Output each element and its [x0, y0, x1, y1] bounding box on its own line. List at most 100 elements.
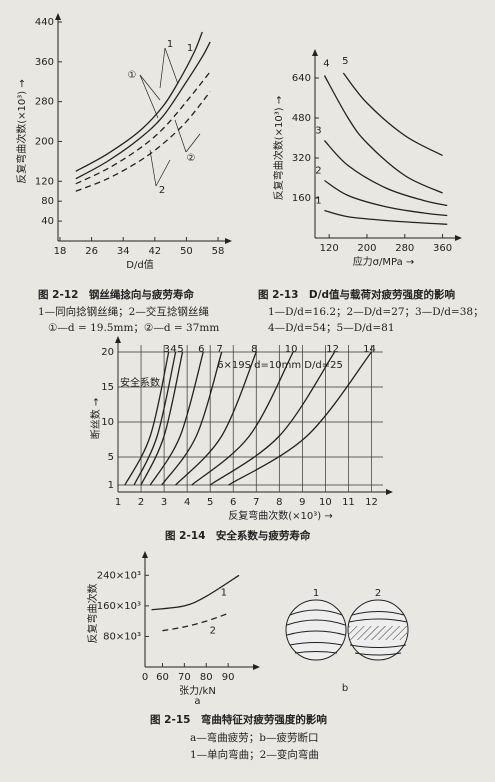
y-tick-label: 200 — [35, 136, 54, 147]
axis-arrow — [386, 489, 393, 495]
y-tick-label: 20 — [101, 347, 114, 358]
curve-label: 1 — [315, 196, 321, 207]
annotation: 安全系数 — [120, 376, 160, 389]
y-tick-label: 80×10³ — [103, 631, 141, 642]
curve — [75, 71, 211, 185]
x-tick-label: 18 — [54, 246, 67, 257]
x-tick-label: 6 — [230, 497, 236, 508]
leader-line — [174, 119, 187, 153]
y-axis-label: 反复弯曲次数(×10³) → — [272, 96, 285, 200]
y-tick-label: 320 — [292, 153, 311, 164]
curve-label: 14 — [363, 344, 376, 355]
x-tick-label: 120 — [320, 243, 339, 254]
curve-label: 5 — [342, 56, 348, 67]
x-tick-label: 8 — [276, 497, 282, 508]
curve — [140, 351, 184, 486]
curve-label: 5 — [177, 344, 183, 355]
y-tick-label: 440 — [35, 17, 54, 28]
figure-title: 图 2-14 安全系数与疲劳寿命 — [165, 530, 311, 542]
curve-label: 6 — [198, 344, 204, 355]
caption-note: a—弯曲疲劳；b—疲劳断口 — [190, 732, 319, 744]
x-tick-label: 360 — [433, 243, 452, 254]
x-tick-label: 5 — [207, 497, 213, 508]
curve — [133, 351, 177, 486]
curve-label: 3 — [315, 126, 321, 137]
x-tick-label: 80 — [200, 672, 213, 683]
x-tick-label: 90 — [222, 672, 235, 683]
leader-line — [149, 149, 157, 187]
x-tick-label: 3 — [161, 497, 167, 508]
curve-label: 2 — [210, 626, 216, 637]
fracture-label: 2 — [375, 588, 381, 599]
curve — [323, 140, 448, 207]
y-tick-label: 10 — [101, 417, 114, 428]
curve — [75, 41, 211, 180]
x-tick-label: 50 — [180, 246, 193, 257]
fracture-b — [285, 599, 409, 661]
curve-label: 10 — [285, 344, 298, 355]
caption: 图 2-14 安全系数与疲劳寿命 — [165, 528, 310, 543]
figure-title: 图 2-13 D/d值与载荷对疲劳强度的影响 — [258, 289, 455, 301]
curve-label: 8 — [251, 344, 257, 355]
y-tick-label: 15 — [101, 382, 114, 393]
axis-arrow — [115, 336, 121, 343]
y-tick-label: 360 — [35, 57, 54, 68]
x-tick-label: 60 — [156, 672, 169, 683]
curve — [162, 612, 229, 632]
x-tick-label: 12 — [365, 497, 378, 508]
fracture-label: 1 — [313, 588, 319, 599]
curve — [75, 31, 203, 172]
y-tick-label: 5 — [108, 452, 114, 463]
x-tick-label: 34 — [117, 246, 130, 257]
x-axis-label: 反复弯曲次数(×10³) → — [228, 509, 332, 522]
curve — [191, 351, 294, 486]
y-tick-label: 160×10³ — [97, 601, 141, 612]
x-tick-label: 26 — [85, 246, 98, 257]
annotation: 6×19S d=10mm D/d=25 — [217, 360, 343, 371]
curve — [324, 179, 448, 217]
curve-label: 4 — [323, 59, 329, 70]
leader-line — [139, 74, 161, 101]
caption-note: 1—单向弯曲；2—变向弯曲 — [190, 749, 319, 761]
axis-arrow — [312, 49, 318, 56]
x-tick-label: 10 — [319, 497, 332, 508]
y-tick-label: 640 — [292, 73, 311, 84]
caption-note: ①—d = 19.5mm；②—d = 37mm — [48, 322, 220, 334]
y-tick-label: 240×10³ — [97, 570, 141, 581]
y-tick-label: 120 — [35, 176, 54, 187]
caption: 图 2-13 D/d值与载荷对疲劳强度的影响 — [258, 287, 455, 302]
x-tick-label: 7 — [253, 497, 259, 508]
x-tick-label: 280 — [395, 243, 414, 254]
panel-label: b — [342, 683, 348, 694]
curve — [75, 91, 211, 192]
caption-note: 1—同向捻钢丝绳；2—交互捻钢丝绳 — [38, 306, 209, 318]
figure-title: 图 2-12 钢丝绳捻向与疲劳寿命 — [38, 289, 194, 301]
curve-label: 2 — [315, 166, 321, 177]
curve — [149, 351, 204, 486]
x-tick-label: 9 — [299, 497, 305, 508]
curve-label: 3 — [164, 344, 170, 355]
axis-arrow — [455, 235, 462, 241]
axis-arrow — [253, 664, 260, 670]
y-axis-label: 断丝数 → — [89, 398, 102, 440]
annotation: ② — [187, 153, 196, 164]
curve — [175, 351, 257, 486]
x-tick-label: 70 — [178, 672, 191, 683]
x-axis-label: 应力σ/MPa → — [353, 255, 415, 268]
x-tick-label: 200 — [357, 243, 376, 254]
panel-label: a — [194, 696, 200, 707]
curve — [323, 75, 443, 194]
curve — [151, 574, 240, 611]
curve — [324, 209, 448, 225]
axis-arrow — [55, 13, 61, 20]
caption: 图 2-15 弯曲特征对疲劳强度的影响 — [150, 712, 327, 727]
curve — [209, 351, 336, 486]
origin-label: 0 — [142, 672, 148, 683]
x-tick-label: 42 — [148, 246, 161, 257]
y-tick-label: 80 — [41, 196, 54, 207]
caption-note: 4—D/d=54；5—D/d=81 — [268, 322, 395, 334]
axis-arrow — [142, 551, 148, 558]
y-tick-label: 280 — [35, 97, 54, 108]
leader-line — [159, 47, 166, 89]
